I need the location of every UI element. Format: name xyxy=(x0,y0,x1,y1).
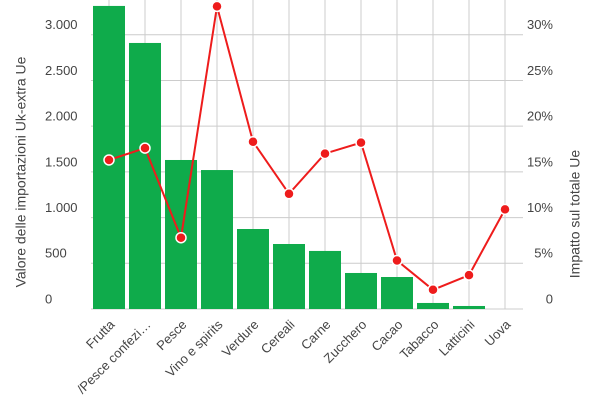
line-point xyxy=(391,254,403,267)
bar xyxy=(237,229,269,309)
y2-tick-label: 20% xyxy=(527,109,553,124)
y-tick-label: 0 xyxy=(45,291,52,306)
line-point xyxy=(319,147,331,160)
y2-tick-label: 5% xyxy=(534,246,553,261)
line-point xyxy=(103,154,115,166)
x-tick-label: Latticini xyxy=(436,317,478,359)
y2-tick-label: 10% xyxy=(527,200,553,215)
y2-tick-label: 30% xyxy=(527,17,553,32)
y2-tick-label: 0 xyxy=(546,291,553,306)
x-tick-label: Tabacco xyxy=(397,317,442,362)
bar xyxy=(417,302,449,309)
bar xyxy=(453,305,485,309)
bar xyxy=(345,272,377,309)
bar xyxy=(381,277,413,309)
y-axis-title: Valore delle importazioni Uk-extra Ue xyxy=(13,56,29,287)
line-point xyxy=(139,142,151,154)
bar xyxy=(201,170,233,309)
y-tick-label: 3.000 xyxy=(45,17,78,32)
line-point xyxy=(463,269,475,281)
x-tick-label: Verdure xyxy=(219,317,262,360)
y2-tick-label: 15% xyxy=(527,154,553,169)
y2-axis-title: Impatto sul totale Ue xyxy=(567,150,583,279)
bar xyxy=(309,250,341,309)
line-point xyxy=(355,136,367,149)
line-point xyxy=(283,188,295,200)
x-tick-label: Cereali xyxy=(258,317,298,357)
y-tick-label: 2.500 xyxy=(45,63,78,78)
line-point xyxy=(499,203,511,216)
y-tick-label: 2.000 xyxy=(45,109,78,124)
x-tick-label: Uova xyxy=(481,316,514,349)
y-tick-label: 500 xyxy=(45,246,67,261)
line-point xyxy=(211,0,223,13)
line-point xyxy=(175,231,187,244)
line-point xyxy=(247,135,259,148)
line xyxy=(108,6,506,291)
y-tick-label: 1.000 xyxy=(45,200,78,215)
line-point xyxy=(427,284,439,296)
y-tick-label: 1.500 xyxy=(45,154,78,169)
bar xyxy=(273,244,305,309)
y2-tick-label: 25% xyxy=(527,63,553,78)
